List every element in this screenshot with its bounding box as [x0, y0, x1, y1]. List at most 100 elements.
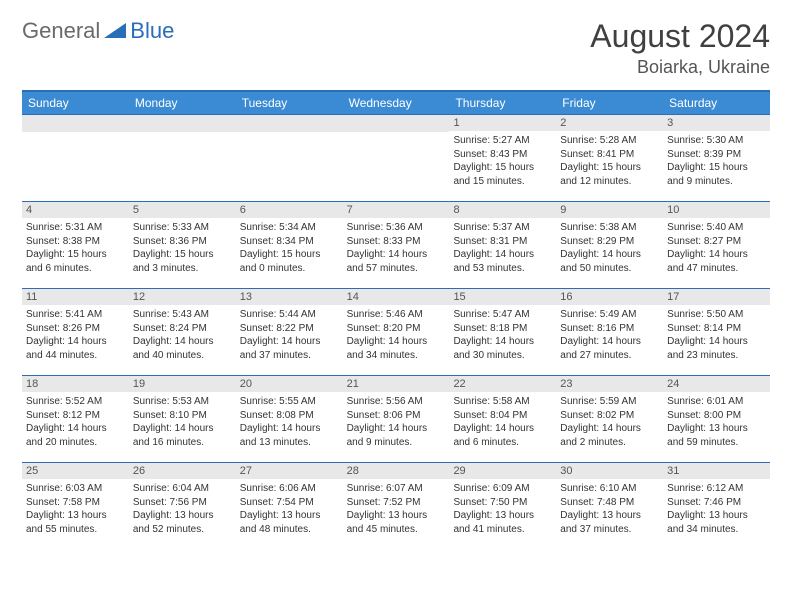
weekday-header: Sunday: [22, 92, 129, 114]
day-detail: Sunrise: 5:55 AMSunset: 8:08 PMDaylight:…: [236, 392, 343, 453]
daylight-text: Daylight: 14 hours and 37 minutes.: [240, 335, 339, 362]
day-number: 3: [663, 115, 770, 131]
sunset-text: Sunset: 8:36 PM: [133, 235, 232, 249]
day-detail: Sunrise: 5:59 AMSunset: 8:02 PMDaylight:…: [556, 392, 663, 453]
daylight-text: Daylight: 14 hours and 50 minutes.: [560, 248, 659, 275]
sunrise-text: Sunrise: 6:07 AM: [347, 482, 446, 496]
sunrise-text: Sunrise: 5:33 AM: [133, 221, 232, 235]
sunset-text: Sunset: 8:34 PM: [240, 235, 339, 249]
week-row: 1Sunrise: 5:27 AMSunset: 8:43 PMDaylight…: [22, 114, 770, 201]
day-number: 27: [236, 463, 343, 479]
sunrise-text: Sunrise: 6:03 AM: [26, 482, 125, 496]
day-detail: Sunrise: 6:06 AMSunset: 7:54 PMDaylight:…: [236, 479, 343, 540]
day-detail: Sunrise: 6:07 AMSunset: 7:52 PMDaylight:…: [343, 479, 450, 540]
day-cell: 10Sunrise: 5:40 AMSunset: 8:27 PMDayligh…: [663, 202, 770, 288]
sunset-text: Sunset: 8:00 PM: [667, 409, 766, 423]
sunrise-text: Sunrise: 5:52 AM: [26, 395, 125, 409]
day-number: 29: [449, 463, 556, 479]
day-cell: 18Sunrise: 5:52 AMSunset: 8:12 PMDayligh…: [22, 376, 129, 462]
sunset-text: Sunset: 7:46 PM: [667, 496, 766, 510]
day-detail: Sunrise: 5:53 AMSunset: 8:10 PMDaylight:…: [129, 392, 236, 453]
weekday-header: Monday: [129, 92, 236, 114]
day-number: 25: [22, 463, 129, 479]
daylight-text: Daylight: 14 hours and 47 minutes.: [667, 248, 766, 275]
sunset-text: Sunset: 8:38 PM: [26, 235, 125, 249]
day-number: [343, 115, 450, 132]
day-detail: Sunrise: 6:03 AMSunset: 7:58 PMDaylight:…: [22, 479, 129, 540]
day-number: [129, 115, 236, 132]
day-number: 18: [22, 376, 129, 392]
day-cell: [343, 115, 450, 201]
daylight-text: Daylight: 14 hours and 30 minutes.: [453, 335, 552, 362]
day-cell: [236, 115, 343, 201]
calendar-grid: SundayMondayTuesdayWednesdayThursdayFrid…: [22, 90, 770, 549]
day-number: 16: [556, 289, 663, 305]
daylight-text: Daylight: 14 hours and 57 minutes.: [347, 248, 446, 275]
daylight-text: Daylight: 15 hours and 3 minutes.: [133, 248, 232, 275]
day-detail: Sunrise: 5:37 AMSunset: 8:31 PMDaylight:…: [449, 218, 556, 279]
sunset-text: Sunset: 7:50 PM: [453, 496, 552, 510]
day-detail: Sunrise: 5:28 AMSunset: 8:41 PMDaylight:…: [556, 131, 663, 192]
day-detail: Sunrise: 5:43 AMSunset: 8:24 PMDaylight:…: [129, 305, 236, 366]
daylight-text: Daylight: 14 hours and 27 minutes.: [560, 335, 659, 362]
sunset-text: Sunset: 7:52 PM: [347, 496, 446, 510]
weekday-header: Friday: [556, 92, 663, 114]
daylight-text: Daylight: 14 hours and 34 minutes.: [347, 335, 446, 362]
day-number: 20: [236, 376, 343, 392]
sunrise-text: Sunrise: 5:30 AM: [667, 134, 766, 148]
day-detail: Sunrise: 6:12 AMSunset: 7:46 PMDaylight:…: [663, 479, 770, 540]
day-cell: 15Sunrise: 5:47 AMSunset: 8:18 PMDayligh…: [449, 289, 556, 375]
sunset-text: Sunset: 8:12 PM: [26, 409, 125, 423]
day-cell: [129, 115, 236, 201]
sunrise-text: Sunrise: 5:40 AM: [667, 221, 766, 235]
sunrise-text: Sunrise: 5:44 AM: [240, 308, 339, 322]
daylight-text: Daylight: 15 hours and 15 minutes.: [453, 161, 552, 188]
day-cell: 19Sunrise: 5:53 AMSunset: 8:10 PMDayligh…: [129, 376, 236, 462]
day-cell: 1Sunrise: 5:27 AMSunset: 8:43 PMDaylight…: [449, 115, 556, 201]
day-cell: 25Sunrise: 6:03 AMSunset: 7:58 PMDayligh…: [22, 463, 129, 549]
day-cell: 31Sunrise: 6:12 AMSunset: 7:46 PMDayligh…: [663, 463, 770, 549]
day-number: 28: [343, 463, 450, 479]
daylight-text: Daylight: 13 hours and 52 minutes.: [133, 509, 232, 536]
brand-general: General: [22, 18, 100, 44]
day-number: 9: [556, 202, 663, 218]
day-detail: Sunrise: 5:34 AMSunset: 8:34 PMDaylight:…: [236, 218, 343, 279]
day-detail: Sunrise: 5:56 AMSunset: 8:06 PMDaylight:…: [343, 392, 450, 453]
day-detail: Sunrise: 5:33 AMSunset: 8:36 PMDaylight:…: [129, 218, 236, 279]
day-number: 22: [449, 376, 556, 392]
day-number: 15: [449, 289, 556, 305]
sunrise-text: Sunrise: 5:55 AM: [240, 395, 339, 409]
sunrise-text: Sunrise: 5:31 AM: [26, 221, 125, 235]
daylight-text: Daylight: 13 hours and 48 minutes.: [240, 509, 339, 536]
day-cell: 27Sunrise: 6:06 AMSunset: 7:54 PMDayligh…: [236, 463, 343, 549]
day-number: 13: [236, 289, 343, 305]
sunset-text: Sunset: 8:31 PM: [453, 235, 552, 249]
day-number: 10: [663, 202, 770, 218]
weekday-header: Tuesday: [236, 92, 343, 114]
sunrise-text: Sunrise: 5:38 AM: [560, 221, 659, 235]
sunset-text: Sunset: 8:02 PM: [560, 409, 659, 423]
day-number: 31: [663, 463, 770, 479]
daylight-text: Daylight: 14 hours and 23 minutes.: [667, 335, 766, 362]
day-detail: Sunrise: 5:36 AMSunset: 8:33 PMDaylight:…: [343, 218, 450, 279]
day-cell: 14Sunrise: 5:46 AMSunset: 8:20 PMDayligh…: [343, 289, 450, 375]
day-number: 19: [129, 376, 236, 392]
daylight-text: Daylight: 14 hours and 40 minutes.: [133, 335, 232, 362]
sunrise-text: Sunrise: 5:53 AM: [133, 395, 232, 409]
day-detail: Sunrise: 5:27 AMSunset: 8:43 PMDaylight:…: [449, 131, 556, 192]
day-number: [236, 115, 343, 132]
day-cell: 29Sunrise: 6:09 AMSunset: 7:50 PMDayligh…: [449, 463, 556, 549]
sunrise-text: Sunrise: 5:50 AM: [667, 308, 766, 322]
brand-triangle-icon: [104, 20, 126, 43]
day-cell: 30Sunrise: 6:10 AMSunset: 7:48 PMDayligh…: [556, 463, 663, 549]
day-number: 12: [129, 289, 236, 305]
day-cell: 2Sunrise: 5:28 AMSunset: 8:41 PMDaylight…: [556, 115, 663, 201]
sunrise-text: Sunrise: 6:10 AM: [560, 482, 659, 496]
day-number: [22, 115, 129, 132]
sunset-text: Sunset: 8:33 PM: [347, 235, 446, 249]
day-cell: 23Sunrise: 5:59 AMSunset: 8:02 PMDayligh…: [556, 376, 663, 462]
day-cell: 26Sunrise: 6:04 AMSunset: 7:56 PMDayligh…: [129, 463, 236, 549]
day-cell: 6Sunrise: 5:34 AMSunset: 8:34 PMDaylight…: [236, 202, 343, 288]
day-detail: Sunrise: 5:50 AMSunset: 8:14 PMDaylight:…: [663, 305, 770, 366]
day-number: 23: [556, 376, 663, 392]
